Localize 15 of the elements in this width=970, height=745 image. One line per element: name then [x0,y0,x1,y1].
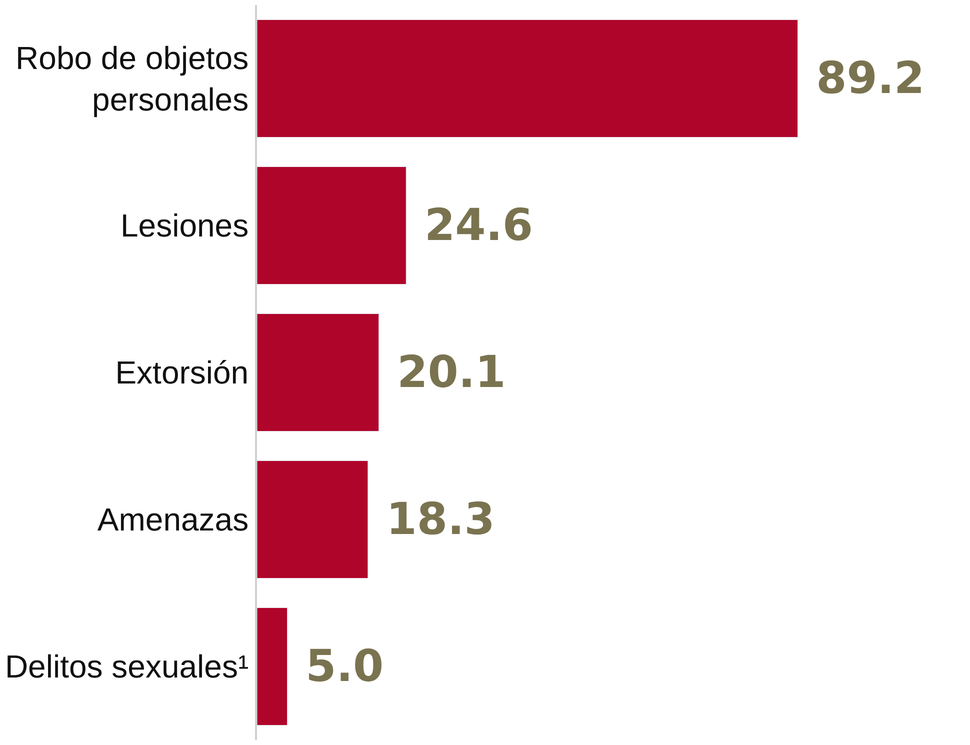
data-label: 18.3 [370,494,495,545]
data-label: 89.2 [800,53,925,104]
bar [257,166,406,285]
bar [257,313,380,432]
y-tick-label: Extorsión [115,354,249,391]
y-tick-label: Delitos sexuales¹ [4,648,249,685]
bar [257,460,368,579]
data-label: 24.6 [409,200,534,251]
y-tick-label: Lesiones [120,208,249,244]
y-tick-label: Robo de objetos personales [16,40,249,118]
data-label: 20.1 [382,347,506,398]
y-tick-label: Amenazas [97,502,249,538]
data-label: 5.0 [290,641,384,692]
bar [257,19,798,138]
bar [257,607,288,726]
